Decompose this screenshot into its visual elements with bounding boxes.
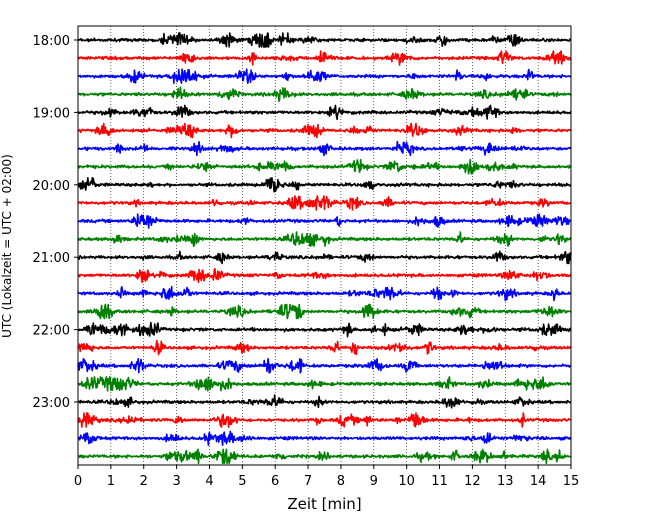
- y-axis-ticks: 18:00 19:00 20:00 21:00 22:00 23:00: [33, 34, 78, 411]
- x-tick-label: 3: [172, 474, 180, 489]
- seismogram-traces: [77, 32, 572, 465]
- x-tick-label: 2: [140, 474, 148, 489]
- x-tick-label: 0: [74, 474, 82, 489]
- vertical-grid: [110, 26, 539, 465]
- x-tick-label: 5: [238, 474, 246, 489]
- x-tick-label: 7: [304, 474, 312, 489]
- plot-frame: [77, 25, 572, 466]
- trace-row: [77, 267, 572, 284]
- trace-row: [77, 250, 572, 265]
- trace-row: [77, 86, 572, 103]
- trace-row: [77, 430, 572, 446]
- trace-row: [77, 50, 572, 66]
- y-tick-label: 18:00: [33, 34, 70, 49]
- x-tick-label: 1: [107, 474, 115, 489]
- x-axis-label: Zeit [min]: [287, 495, 361, 513]
- y-tick-label: 22:00: [33, 324, 70, 339]
- trace-row: [77, 177, 572, 193]
- x-tick-label: 14: [530, 474, 547, 489]
- x-tick-label: 10: [398, 474, 415, 489]
- trace-row: [77, 68, 572, 84]
- trace-row: [77, 231, 572, 247]
- trace-row: [77, 376, 572, 392]
- trace-row: [77, 122, 572, 139]
- trace-row: [77, 104, 572, 121]
- trace-row: [77, 412, 572, 428]
- x-tick-label: 6: [271, 474, 279, 489]
- x-tick-label: 11: [431, 474, 448, 489]
- x-tick-label: 12: [464, 474, 481, 489]
- trace-row: [77, 285, 572, 302]
- trace-row: [77, 339, 572, 356]
- trace-row: [77, 213, 572, 229]
- trace-row: [77, 303, 572, 320]
- trace-row: [77, 140, 572, 157]
- trace-row: [77, 321, 572, 338]
- x-tick-label: 15: [563, 474, 580, 489]
- x-axis-ticks: 0 1 2 3 4 5 6 7 8 9 10 11 12 13 14 15: [74, 465, 579, 489]
- x-tick-label: 13: [497, 474, 514, 489]
- y-tick-label: 23:00: [33, 396, 70, 411]
- trace-row: [77, 32, 572, 48]
- y-tick-label: 20:00: [33, 179, 70, 194]
- y-axis-label: UTC (Lokalzeit = UTC + 02:00): [0, 154, 14, 338]
- trace-row: [77, 358, 572, 374]
- trace-row: [77, 394, 572, 409]
- x-tick-label: 9: [370, 474, 378, 489]
- trace-row: [77, 448, 572, 465]
- x-tick-label: 4: [205, 474, 213, 489]
- y-tick-label: 21:00: [33, 251, 70, 266]
- x-tick-label: 8: [337, 474, 345, 489]
- y-tick-label: 19:00: [33, 106, 70, 121]
- trace-row: [77, 158, 572, 175]
- trace-row: [77, 195, 572, 211]
